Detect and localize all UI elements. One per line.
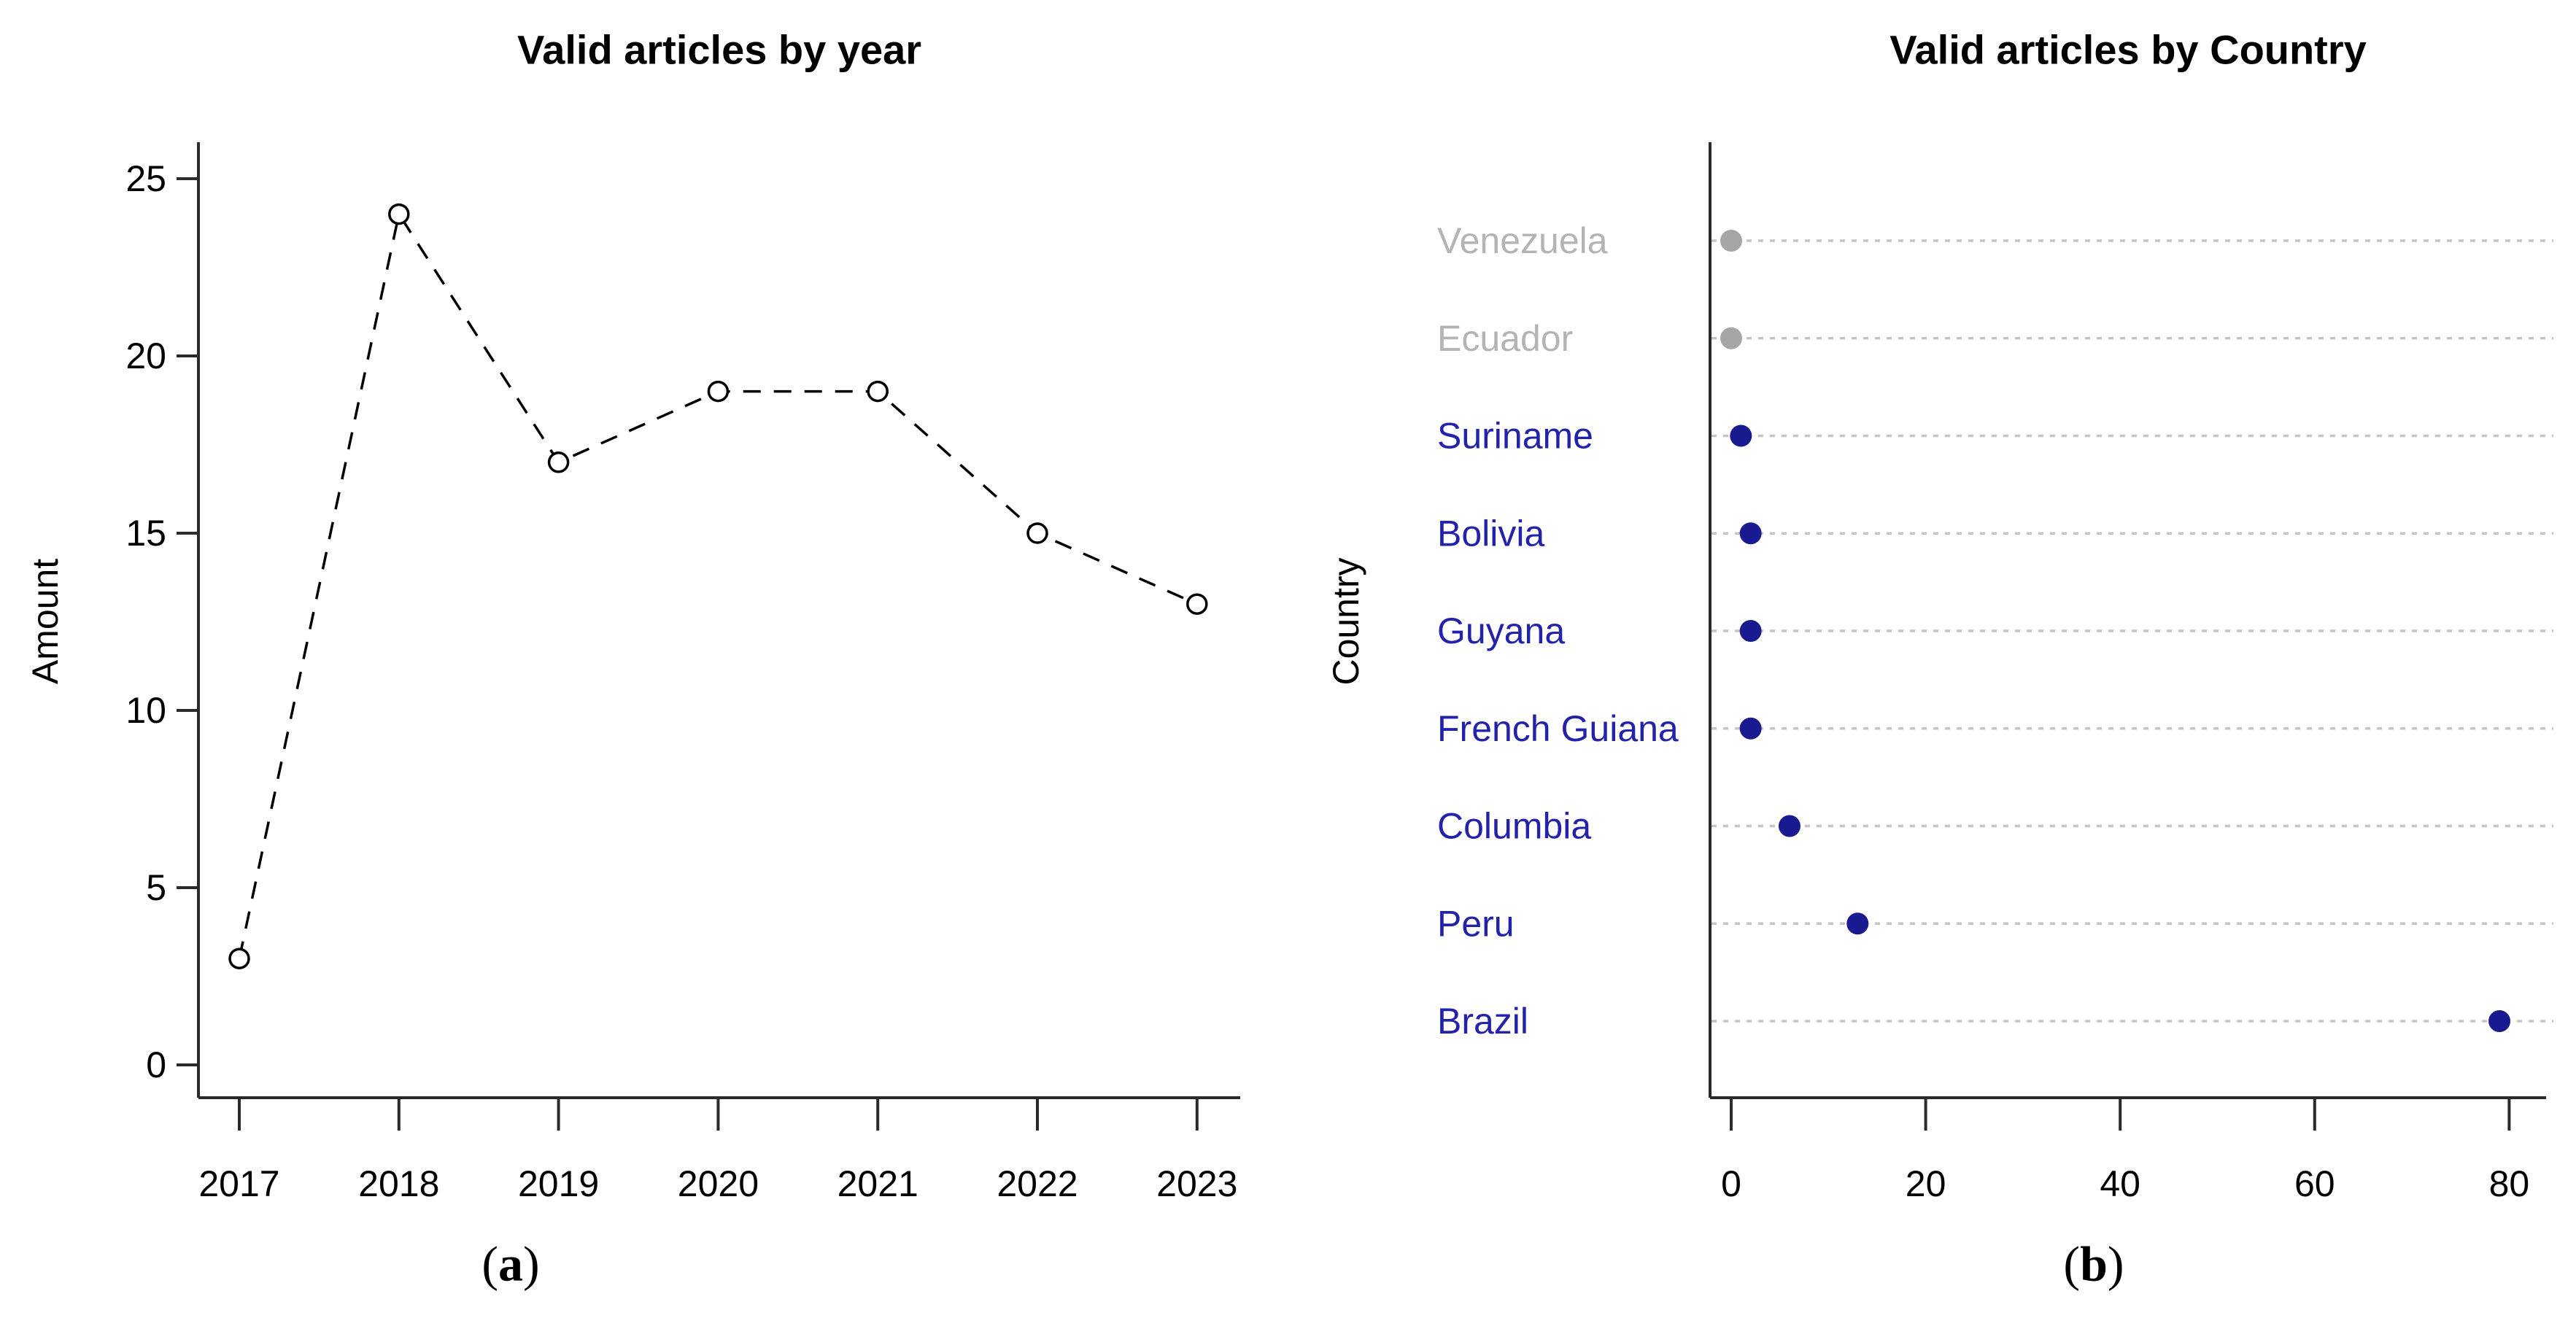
caption-a-letter: a — [498, 1236, 523, 1292]
x-tick-label-b: 20 — [1906, 1163, 1946, 1204]
x-tick-label-a: 2022 — [997, 1163, 1078, 1204]
y-tick-label-a: 10 — [125, 690, 166, 731]
x-tick-label-a: 2017 — [198, 1163, 279, 1204]
x-tick-label-b: 80 — [2489, 1163, 2530, 1204]
country-label-b: Suriname — [1437, 416, 1593, 457]
chart-b-ylabel: Country — [1326, 557, 1366, 686]
data-point-a — [707, 380, 730, 403]
series-line-a — [238, 211, 1198, 959]
chart-b-title: Valid articles by Country — [1890, 26, 2367, 73]
data-point-a — [547, 451, 570, 473]
data-point-b — [1720, 230, 1742, 252]
x-tick-label-a: 2021 — [838, 1163, 918, 1204]
data-point-b — [1846, 912, 1869, 935]
x-tick-label-b: 0 — [1721, 1163, 1741, 1204]
x-tick-label-a: 2020 — [678, 1163, 759, 1204]
caption-b-open: ( — [2063, 1236, 2081, 1292]
country-label-b: Peru — [1437, 903, 1515, 944]
y-tick-label-a: 0 — [146, 1044, 166, 1085]
country-label-b: Ecuador — [1437, 318, 1573, 359]
chart-a-ylabel: Amount — [25, 558, 66, 685]
data-point-b — [1720, 327, 1742, 349]
chart-a-title: Valid articles by year — [517, 26, 922, 73]
y-tick-label-a: 20 — [125, 336, 166, 376]
caption-a: (a) — [481, 1236, 539, 1293]
y-tick-label-a: 15 — [125, 513, 166, 554]
country-label-b: French Guiana — [1437, 708, 1679, 749]
data-point-a — [1186, 593, 1208, 615]
country-label-b: Columbia — [1437, 806, 1591, 847]
x-tick-label-b: 60 — [2294, 1163, 2335, 1204]
country-label-b: Brazil — [1437, 1001, 1528, 1042]
country-label-b: Venezuela — [1437, 220, 1608, 261]
data-point-a — [388, 203, 410, 225]
x-tick-label-b: 40 — [2100, 1163, 2140, 1204]
y-tick-label-a: 5 — [146, 867, 166, 908]
caption-a-open: ( — [481, 1236, 498, 1292]
x-tick-label-a: 2023 — [1156, 1163, 1237, 1204]
caption-a-close: ) — [523, 1236, 540, 1292]
data-point-b — [2488, 1010, 2511, 1032]
x-tick-label-a: 2019 — [518, 1163, 599, 1204]
data-point-b — [1739, 620, 1762, 642]
caption-b-close: ) — [2107, 1236, 2124, 1292]
country-label-b: Guyana — [1437, 610, 1565, 651]
data-point-b — [1778, 815, 1801, 837]
country-label-b: Bolivia — [1437, 513, 1544, 554]
data-point-b — [1730, 425, 1752, 447]
data-point-b — [1739, 717, 1762, 740]
y-tick-label-a: 25 — [125, 158, 166, 199]
caption-b-letter: b — [2080, 1236, 2108, 1292]
data-point-a — [867, 380, 889, 403]
data-point-a — [1026, 522, 1048, 544]
data-point-a — [228, 947, 250, 969]
data-point-b — [1739, 522, 1762, 545]
caption-b: (b) — [2063, 1236, 2124, 1293]
x-tick-label-a: 2018 — [358, 1163, 439, 1204]
